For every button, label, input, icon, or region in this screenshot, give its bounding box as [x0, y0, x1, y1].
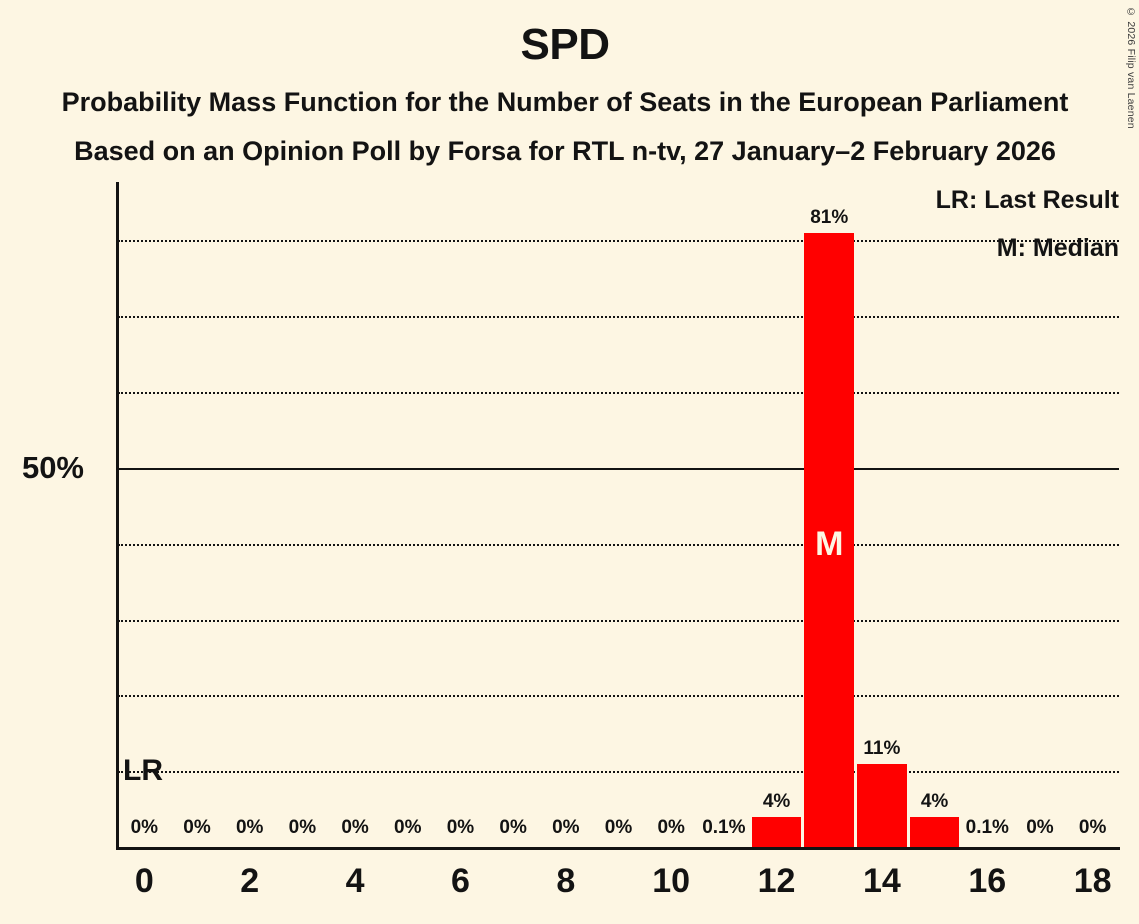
- y-tick-label-50: 50%: [21, 449, 84, 485]
- bar-label-seat-11: 0.1%: [702, 817, 746, 838]
- bar-label-seat-15: 4%: [920, 790, 949, 812]
- x-tick-label-4: 4: [345, 862, 365, 900]
- bar-label-seat-7: 0%: [499, 817, 527, 838]
- x-tick-label-10: 10: [652, 862, 691, 900]
- bar-label-seat-2: 0%: [235, 817, 264, 838]
- bar-seat-15[interactable]: [909, 816, 960, 847]
- bar-label-seat-9: 0%: [604, 817, 633, 838]
- gridline-30: [118, 619, 1119, 622]
- x-tick-label-6: 6: [450, 862, 470, 900]
- x-tick-label-16: 16: [968, 862, 1007, 900]
- y-axis-line: [116, 182, 119, 847]
- gridline-80: [118, 240, 1119, 243]
- bar-label-seat-10: 0%: [657, 817, 685, 838]
- chart-source-subtitle: Based on an Opinion Poll by Forsa for RT…: [74, 136, 1056, 166]
- page-title: SPD: [520, 20, 610, 69]
- bar-seat-13[interactable]: [804, 232, 855, 847]
- bar-seat-14[interactable]: [857, 763, 907, 847]
- x-axis-line: [116, 847, 1120, 850]
- bar-label-seat-6: 0%: [446, 817, 475, 838]
- plot-area: 50% 0% 0% 0% 0% 0% 0% 0% 0% 0% 0% 0% 0.1% 4% 81% 11% 4%…: [22, 182, 1120, 850]
- gridline-50: [118, 467, 1119, 470]
- bar-label-seat-3: 0%: [288, 817, 317, 838]
- x-tick-label-18: 18: [1073, 862, 1112, 900]
- gridline-20: [118, 695, 1119, 698]
- bar-label-seat-4: 0%: [341, 817, 369, 838]
- gridline-10: [118, 771, 1119, 774]
- gridline-70: [118, 316, 1119, 319]
- x-tick-label-14: 14: [862, 862, 901, 900]
- bar-label-seat-16: 0.1%: [965, 817, 1009, 838]
- gridline-40: [118, 543, 1119, 546]
- x-tick-label-12: 12: [757, 862, 796, 900]
- bar-label-seat-12: 4%: [762, 790, 791, 812]
- bar-seat-12[interactable]: [751, 816, 802, 847]
- x-tick-label-8: 8: [556, 862, 576, 900]
- bar-label-seat-13: 81%: [810, 206, 849, 228]
- legend-median: M: Median: [996, 234, 1119, 262]
- bar-label-seat-0: 0%: [130, 817, 159, 838]
- legend-last-result: LR: Last Result: [935, 186, 1119, 214]
- bar-label-seat-18: 0%: [1078, 817, 1107, 838]
- last-result-marker: LR: [123, 754, 163, 788]
- x-tick-label-2: 2: [240, 862, 260, 900]
- copyright-notice: © 2026 Filip van Laenen: [1125, 6, 1137, 129]
- bar-label-seat-14: 11%: [863, 737, 901, 759]
- bar-label-seat-8: 0%: [552, 817, 580, 838]
- gridline-60: [118, 392, 1119, 395]
- bar-label-seat-5: 0%: [394, 817, 422, 838]
- median-marker: M: [815, 524, 844, 563]
- x-tick-label-0: 0: [134, 862, 154, 900]
- bar-label-seat-1: 0%: [183, 817, 211, 838]
- chart-subtitle: Probability Mass Function for the Number…: [61, 87, 1069, 117]
- bar-label-seat-17: 0%: [1026, 817, 1054, 838]
